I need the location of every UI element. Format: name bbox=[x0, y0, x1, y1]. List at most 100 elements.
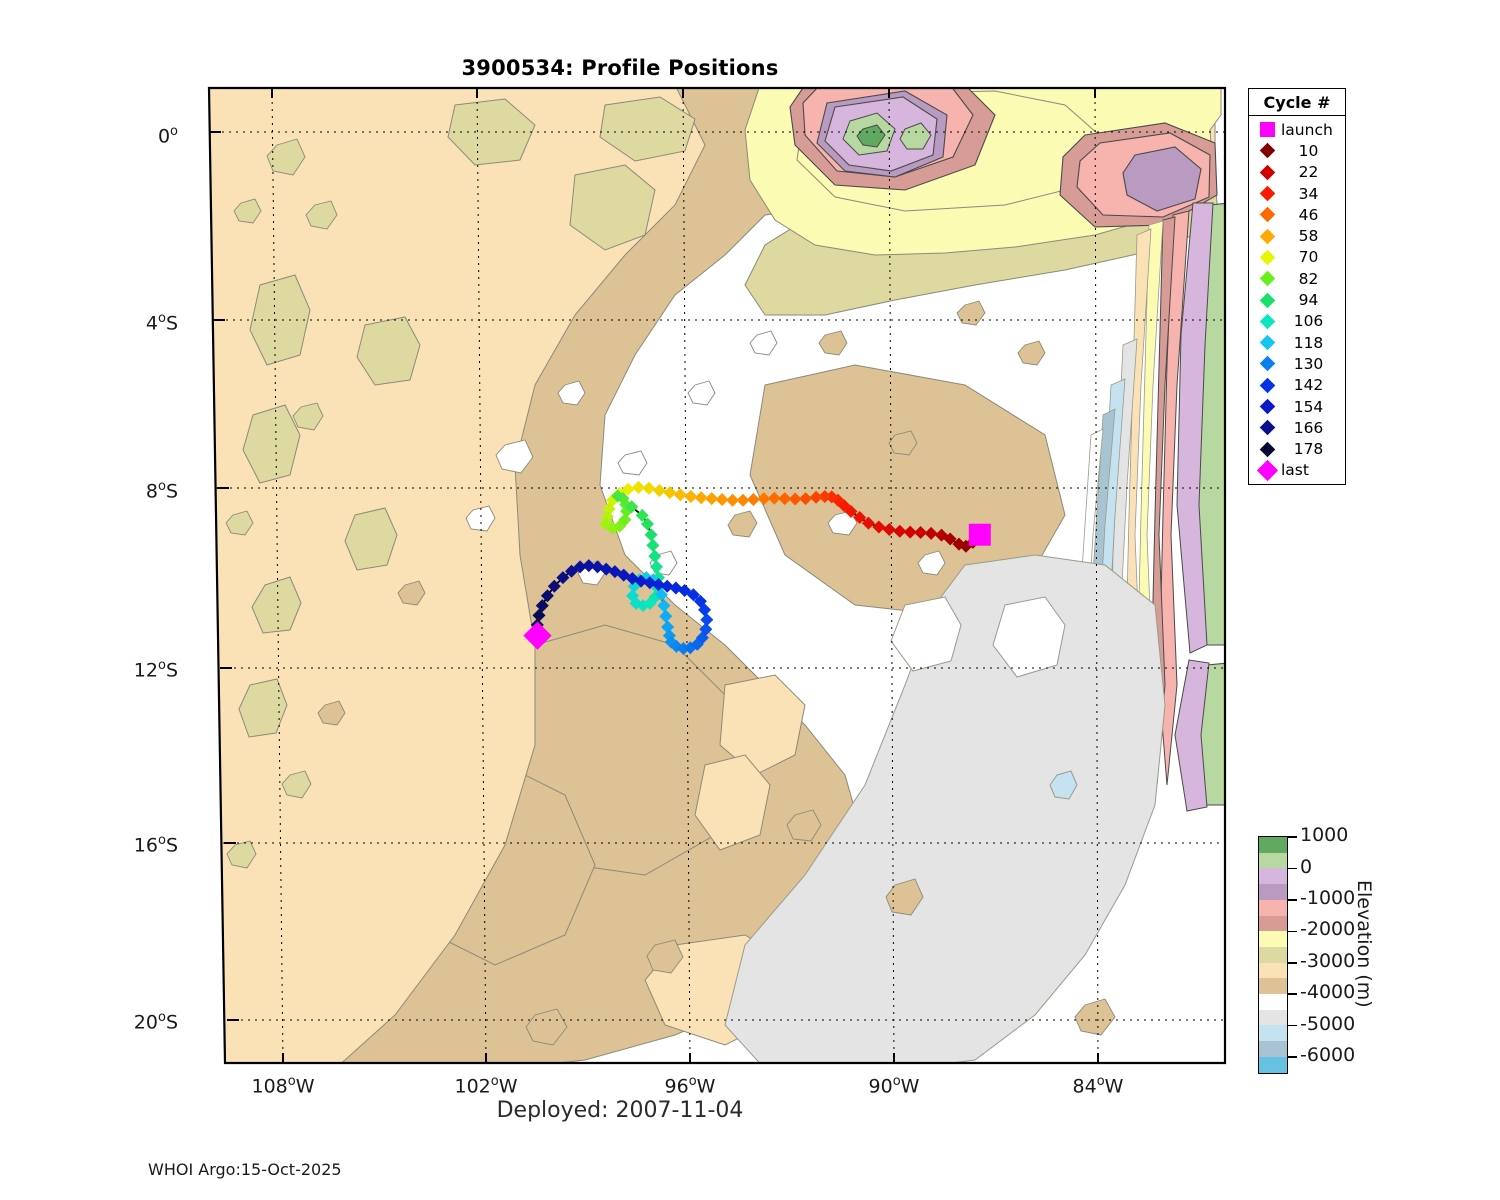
launch-marker[interactable] bbox=[968, 523, 991, 546]
legend-diamond-marker bbox=[1256, 398, 1278, 415]
profile-marker[interactable] bbox=[699, 622, 713, 636]
legend-item-82[interactable]: 82 bbox=[1249, 268, 1345, 289]
legend-square-marker bbox=[1256, 122, 1278, 138]
colorbar-segment bbox=[1259, 852, 1287, 869]
marker-swatch bbox=[1259, 441, 1275, 457]
marker-swatch bbox=[1259, 420, 1275, 436]
legend-diamond-marker bbox=[1256, 441, 1278, 457]
colorbar-tick bbox=[1288, 962, 1297, 964]
legend-item-178[interactable]: 178 bbox=[1249, 438, 1345, 459]
legend-item-label: 46 bbox=[1298, 205, 1319, 224]
legend-diamond-marker bbox=[1256, 292, 1278, 308]
profile-marker[interactable] bbox=[673, 488, 687, 502]
colorbar-tick-label: -5000 bbox=[1300, 1012, 1356, 1035]
profile-marker[interactable] bbox=[757, 492, 771, 506]
legend-title: Cycle # bbox=[1249, 89, 1345, 116]
legend-diamond-marker bbox=[1256, 270, 1278, 287]
profile-marker[interactable] bbox=[715, 492, 729, 507]
legend-item-46[interactable]: 46 bbox=[1249, 204, 1345, 225]
legend-item-22[interactable]: 22 bbox=[1249, 162, 1345, 183]
xtick-label: 84oW bbox=[1072, 1074, 1124, 1098]
profile-marker[interactable] bbox=[631, 480, 646, 494]
profile-marker[interactable] bbox=[746, 492, 760, 507]
profile-marker[interactable] bbox=[767, 491, 781, 505]
xtick-label: 108oW bbox=[251, 1074, 315, 1098]
colorbar-segment bbox=[1259, 884, 1287, 900]
marker-swatch bbox=[1259, 377, 1275, 393]
legend-item-70[interactable]: 70 bbox=[1249, 247, 1345, 268]
xtick-label: 102oW bbox=[454, 1074, 518, 1098]
legend-item-118[interactable]: 118 bbox=[1249, 332, 1345, 353]
xtick-label: 96oW bbox=[664, 1074, 716, 1098]
profile-marker[interactable] bbox=[669, 581, 683, 595]
last-position-marker[interactable] bbox=[523, 621, 552, 650]
profile-marker[interactable] bbox=[705, 492, 719, 506]
profile-marker[interactable] bbox=[618, 513, 632, 527]
profile-marker[interactable] bbox=[654, 588, 668, 602]
profile-marker[interactable] bbox=[635, 508, 649, 522]
profile-marker[interactable] bbox=[590, 560, 605, 574]
colorbar-segment bbox=[1259, 931, 1287, 947]
profile-marker[interactable] bbox=[726, 493, 740, 507]
profile-marker[interactable] bbox=[686, 588, 700, 602]
profile-marker[interactable] bbox=[914, 525, 928, 540]
profile-marker[interactable] bbox=[788, 492, 802, 506]
legend-item-label: launch bbox=[1281, 120, 1333, 139]
colorbar-segment bbox=[1259, 978, 1287, 995]
legend-item-58[interactable]: 58 bbox=[1249, 225, 1345, 246]
colorbar-tick bbox=[1288, 993, 1297, 996]
profile-marker[interactable] bbox=[778, 492, 792, 506]
profile-marker[interactable] bbox=[640, 517, 655, 531]
profile-marker[interactable] bbox=[736, 493, 750, 507]
profile-marker[interactable] bbox=[663, 486, 677, 500]
profile-marker[interactable] bbox=[809, 490, 823, 504]
legend-item-94[interactable]: 94 bbox=[1249, 289, 1345, 310]
legend-diamond-marker bbox=[1256, 249, 1278, 266]
profile-marker[interactable] bbox=[818, 489, 832, 504]
colorbar-tick-label: -2000 bbox=[1300, 918, 1356, 941]
marker-swatch bbox=[1259, 313, 1275, 330]
profile-marker[interactable] bbox=[799, 492, 813, 506]
legend-item-166[interactable]: 166 bbox=[1249, 417, 1345, 438]
profile-marker[interactable] bbox=[644, 528, 658, 542]
colorbar-segment bbox=[1259, 946, 1287, 963]
legend-diamond-marker bbox=[1256, 143, 1278, 159]
profile-marker[interactable] bbox=[861, 516, 875, 530]
profile-marker[interactable] bbox=[934, 528, 949, 542]
profile-marker[interactable] bbox=[693, 594, 707, 608]
colorbar-axis-label: Elevation (m) bbox=[1353, 880, 1375, 1008]
profile-marker[interactable] bbox=[652, 483, 666, 498]
profile-marker[interactable] bbox=[582, 559, 596, 573]
legend-item-label: 22 bbox=[1298, 163, 1319, 182]
legend-item-label: 70 bbox=[1298, 248, 1319, 267]
legend-item-154[interactable]: 154 bbox=[1249, 396, 1345, 417]
profile-marker[interactable] bbox=[651, 577, 666, 592]
profile-marker[interactable] bbox=[661, 620, 675, 634]
legend-item-launch[interactable]: launch bbox=[1249, 119, 1345, 140]
profile-marker[interactable] bbox=[657, 599, 671, 613]
legend-diamond-marker bbox=[1256, 164, 1278, 181]
legend-item-label: 10 bbox=[1298, 141, 1319, 160]
profile-marker[interactable] bbox=[700, 613, 714, 627]
legend-item-last[interactable]: last bbox=[1249, 459, 1345, 481]
profile-marker[interactable] bbox=[882, 522, 896, 537]
legend-item-label: 94 bbox=[1298, 291, 1319, 310]
colorbar-tick bbox=[1288, 836, 1297, 838]
legend-item-34[interactable]: 34 bbox=[1249, 183, 1345, 204]
profile-marker[interactable] bbox=[903, 525, 917, 539]
profile-marker[interactable] bbox=[564, 564, 579, 578]
colorbar-tick bbox=[1288, 867, 1297, 870]
marker-swatch bbox=[1259, 249, 1275, 266]
profile-marker[interactable] bbox=[952, 537, 966, 551]
profile-marker[interactable] bbox=[924, 526, 938, 540]
legend-item-10[interactable]: 10 bbox=[1249, 140, 1345, 161]
profile-marker[interactable] bbox=[642, 481, 656, 495]
ytick-label: 0o bbox=[157, 124, 178, 148]
legend-item-106[interactable]: 106 bbox=[1249, 311, 1345, 332]
legend-item-130[interactable]: 130 bbox=[1249, 353, 1345, 374]
profile-marker[interactable] bbox=[611, 489, 625, 503]
profile-marker[interactable] bbox=[660, 579, 674, 593]
legend-diamond-marker bbox=[1256, 228, 1278, 244]
legend-item-142[interactable]: 142 bbox=[1249, 375, 1345, 396]
colorbar-segment bbox=[1259, 837, 1287, 853]
